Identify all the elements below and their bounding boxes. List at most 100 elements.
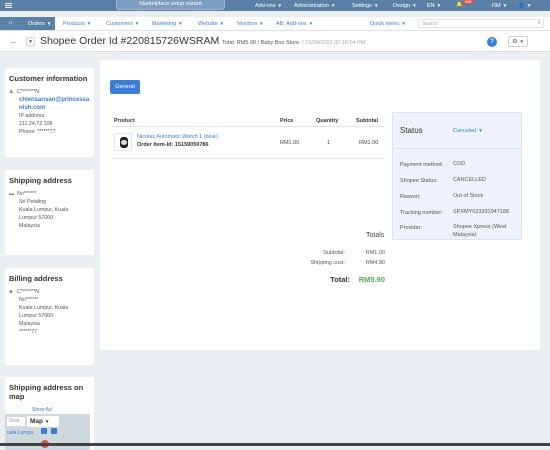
customer-phone: Phone: ******77: [19, 129, 56, 135]
column-header-price: Price: [280, 118, 294, 124]
settings-menu[interactable]: Settings ▼: [352, 0, 378, 11]
language-label: EN: [427, 3, 435, 9]
order-title: Shopee Order Id #220815726WSRAM: [40, 35, 220, 47]
chevron-down-icon: ▼: [401, 21, 406, 26]
chevron-down-icon: ▼: [277, 3, 282, 8]
home-button[interactable]: ⌂: [0, 17, 21, 30]
settings-label: Settings: [352, 3, 372, 9]
nav-vendors[interactable]: Vendors ▼: [237, 17, 264, 30]
help-button[interactable]: ?: [487, 37, 497, 47]
notifications-button[interactable]: 🔔635: [456, 0, 474, 11]
product-name-link[interactable]: Nicolas Automatic Watch 1 (blue): [137, 134, 218, 140]
nav-ab-addons[interactable]: AB: Add-ons ▼: [276, 17, 313, 30]
question-icon: ?: [490, 39, 494, 45]
column-header-product: Product: [114, 118, 135, 124]
customer-info-heading: Customer information: [9, 74, 88, 83]
chevron-down-icon: ▼: [134, 21, 140, 26]
status-value: Canceled: [453, 128, 477, 134]
shipping-map-heading: Shipping address on map: [9, 383, 90, 401]
back-arrow-icon[interactable]: ←: [10, 37, 18, 46]
column-header-subtotal: Subtotal: [356, 118, 378, 124]
order-date: / 15/08/2022,02:18:04 PM: [302, 40, 366, 46]
nav-orders[interactable]: Orders ▼: [21, 17, 55, 30]
status-dropdown[interactable]: Canceled ▼: [453, 128, 483, 134]
bottom-scrollbar[interactable]: [0, 443, 550, 446]
subtotal-label: Subtotal:: [323, 250, 345, 256]
chevron-down-icon: ▼: [478, 128, 483, 133]
billing-line: No******: [19, 297, 39, 303]
search-icon[interactable]: ⌕: [537, 20, 541, 26]
map-type-button[interactable]: Map ▼: [27, 416, 59, 427]
tab-general[interactable]: General: [110, 80, 140, 94]
search-placeholder: Search: [422, 21, 438, 27]
nav-products[interactable]: Products ▼: [63, 17, 91, 30]
setup-wizard-button[interactable]: Marketplace setup wizard: [116, 0, 225, 10]
language-menu[interactable]: EN ▼: [427, 0, 441, 11]
nav-customers[interactable]: Customers ▼: [106, 17, 139, 30]
quick-menu[interactable]: Quick menu ▼: [370, 17, 406, 30]
home-icon: ⌂: [8, 20, 13, 26]
chevron-down-icon: ▼: [308, 21, 314, 26]
shopee-status-value: CANCELLED: [453, 177, 487, 183]
user-menu[interactable]: 👤 ▼: [518, 0, 531, 11]
map-search-input[interactable]: Sear: [7, 417, 25, 426]
administration-menu[interactable]: Administration ▼: [294, 0, 335, 11]
product-price: RM1.00: [280, 140, 300, 146]
customer-email-link[interactable]: chiensansan@princessanish.com: [19, 97, 90, 111]
nav-website-label: Website: [198, 21, 218, 27]
page-title: Shopee Order Id #220815726WSRAM Total: R…: [40, 36, 365, 49]
reason-value: Out of Stock: [453, 193, 484, 199]
show-address-link[interactable]: Show Ad: [32, 407, 52, 413]
map-marker-icon[interactable]: [41, 428, 47, 434]
bell-icon: 🔔: [456, 2, 463, 8]
settings-dropdown-button[interactable]: ⚙ ▼: [508, 36, 528, 47]
billing-line: ◆ C*******N: [9, 288, 90, 296]
status-panel: Status Canceled ▼ Payment method: COD Sho…: [392, 112, 522, 240]
administration-label: Administration: [294, 3, 329, 9]
nav-marketing-label: Marketing: [152, 21, 177, 27]
payment-method-label: Payment method:: [400, 162, 444, 168]
order-item-id: Order Item-Id: 15159059786: [137, 142, 209, 148]
column-header-quantity: Quantity: [316, 118, 339, 124]
provider-value: Shopee Xpress (West Malaysia): [453, 224, 507, 238]
chevron-down-icon: ▼: [46, 21, 52, 26]
design-label: Design: [393, 3, 411, 9]
nav-customers-label: Customers: [106, 21, 133, 27]
nav-marketing[interactable]: Marketing ▼: [152, 17, 183, 30]
chevron-down-icon: ▼: [373, 3, 379, 8]
chevron-down-icon: ▼: [330, 3, 336, 8]
product-quantity: 1: [327, 140, 331, 146]
billing-line: Malaysia: [19, 321, 40, 327]
nav-website[interactable]: Website ▼: [198, 17, 224, 30]
product-thumbnail[interactable]: [114, 133, 132, 151]
main-nav: ⌂ Orders ▼ Products ▼ Customers ▼ Marketing…: [0, 17, 550, 31]
customer-info-card: Customer information ♟ C*******N chiensan…: [5, 68, 94, 157]
billing-address-heading: Billing address: [9, 274, 63, 283]
map-marker-icon[interactable]: [51, 428, 57, 434]
order-navigation-button[interactable]: ▼: [26, 37, 35, 46]
customer-name: C*******N: [17, 89, 40, 95]
order-total-store: Total: RM5.90 / Baby Boo Store: [222, 40, 300, 46]
menu-icon[interactable]: [5, 3, 12, 8]
reason-label: Reason:: [400, 194, 421, 200]
search-input[interactable]: Search ⌕: [418, 19, 544, 28]
billing-line: Lumpur 57000: [19, 313, 54, 319]
chevron-down-icon: ▼: [502, 3, 508, 8]
currency-menu[interactable]: RM ▼: [492, 0, 507, 11]
nav-products-label: Products: [63, 21, 85, 27]
tag-icon: ◆: [9, 289, 13, 295]
customer-name-row: ♟ C*******N: [9, 88, 90, 96]
totals-heading: Totals: [366, 232, 385, 239]
map-type-label: Map: [30, 418, 43, 425]
addons-label: Add-ons: [255, 3, 276, 9]
tracking-number-value: SPXMY023391947188: [453, 209, 509, 215]
table-divider: [112, 126, 384, 127]
design-menu[interactable]: Design ▼: [393, 0, 417, 11]
notifications-badge: 635: [462, 0, 474, 4]
payment-method-value: COD: [453, 161, 466, 167]
addons-menu[interactable]: Add-ons ▼: [255, 0, 282, 11]
shipping-line: Malaysia: [19, 223, 40, 229]
shipping-address-card: Shipping address ▬ No****** Sri Petaling …: [5, 170, 94, 255]
billing-address-card: Billing address ◆ C*******N No****** Kual…: [5, 268, 94, 365]
title-bar: ← ▼ Shopee Order Id #220815726WSRAM Tota…: [0, 31, 550, 52]
